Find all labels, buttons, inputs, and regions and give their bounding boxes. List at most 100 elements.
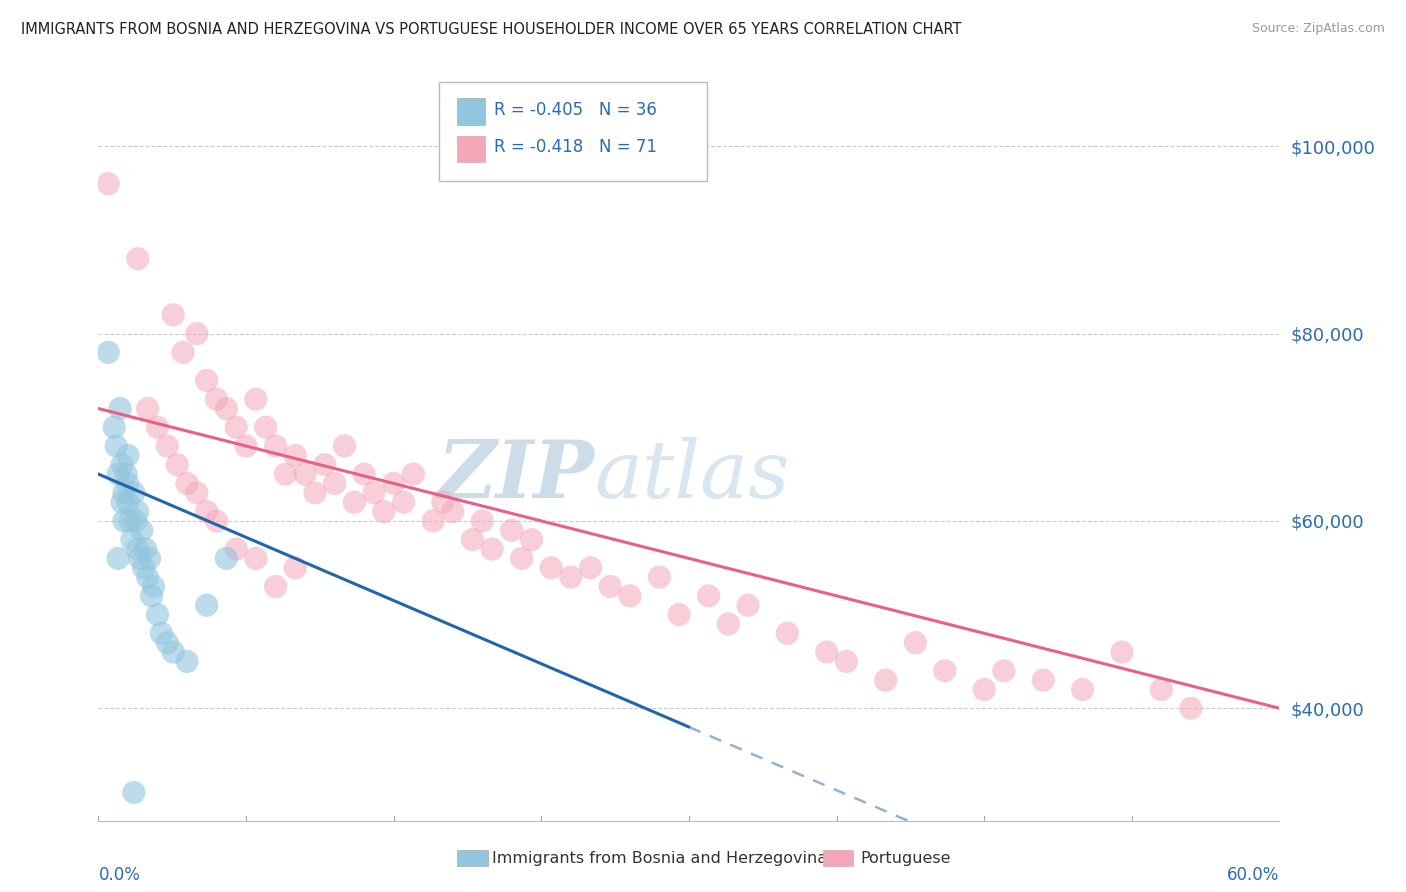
Point — [195, 374, 218, 388]
Point — [501, 524, 523, 538]
Point — [392, 495, 415, 509]
Point — [481, 542, 503, 557]
Point — [993, 664, 1015, 678]
Point — [314, 458, 336, 472]
Point — [117, 495, 139, 509]
Point — [166, 458, 188, 472]
Point — [225, 542, 247, 557]
Point — [382, 476, 405, 491]
Point — [107, 551, 129, 566]
Point — [1032, 673, 1054, 688]
Point — [520, 533, 543, 547]
Point — [117, 449, 139, 463]
Point — [560, 570, 582, 584]
Point — [131, 524, 153, 538]
Point — [138, 551, 160, 566]
Text: R = -0.405   N = 36: R = -0.405 N = 36 — [494, 101, 657, 119]
Point — [934, 664, 956, 678]
Point — [373, 505, 395, 519]
Point — [668, 607, 690, 622]
Point — [215, 551, 238, 566]
Point — [141, 589, 163, 603]
Point — [599, 580, 621, 594]
Point — [205, 514, 228, 528]
Point — [122, 786, 145, 800]
Point — [112, 485, 135, 500]
Point — [510, 551, 533, 566]
Point — [245, 551, 267, 566]
Point — [471, 514, 494, 528]
Point — [176, 476, 198, 491]
Point — [815, 645, 838, 659]
Point — [150, 626, 173, 640]
Point — [125, 514, 148, 528]
Point — [142, 580, 165, 594]
Point — [162, 645, 184, 659]
Point — [619, 589, 641, 603]
Point — [294, 467, 316, 482]
Point — [973, 682, 995, 697]
Point — [461, 533, 484, 547]
Point — [304, 485, 326, 500]
Point — [353, 467, 375, 482]
Point — [117, 476, 139, 491]
Point — [579, 561, 602, 575]
Point — [111, 495, 134, 509]
Point — [215, 401, 238, 416]
Point — [195, 599, 218, 613]
Point — [186, 485, 208, 500]
Point — [422, 514, 444, 528]
Point — [284, 561, 307, 575]
Point — [127, 505, 149, 519]
Point — [254, 420, 277, 434]
Point — [333, 439, 356, 453]
Point — [135, 542, 157, 557]
Point — [186, 326, 208, 341]
Point — [648, 570, 671, 584]
Point — [127, 542, 149, 557]
Point — [245, 392, 267, 407]
Text: Source: ZipAtlas.com: Source: ZipAtlas.com — [1251, 22, 1385, 36]
Point — [1150, 682, 1173, 697]
Text: Portuguese: Portuguese — [860, 851, 950, 865]
Point — [105, 439, 128, 453]
Point — [146, 607, 169, 622]
Point — [128, 551, 150, 566]
Point — [112, 514, 135, 528]
Point — [162, 308, 184, 322]
Point — [108, 401, 131, 416]
Point — [107, 467, 129, 482]
Point — [136, 570, 159, 584]
Point — [432, 495, 454, 509]
Text: 0.0%: 0.0% — [98, 865, 141, 884]
Point — [127, 252, 149, 266]
Point — [103, 420, 125, 434]
Point — [284, 449, 307, 463]
Point — [343, 495, 366, 509]
Point — [146, 420, 169, 434]
Point — [1111, 645, 1133, 659]
Point — [264, 439, 287, 453]
Point — [697, 589, 720, 603]
Point — [835, 655, 858, 669]
Point — [235, 439, 257, 453]
Point — [264, 580, 287, 594]
Point — [441, 505, 464, 519]
Point — [274, 467, 297, 482]
Point — [136, 401, 159, 416]
Point — [195, 505, 218, 519]
Point — [97, 177, 120, 191]
Point — [111, 458, 134, 472]
Point — [115, 467, 138, 482]
Text: 60.0%: 60.0% — [1227, 865, 1279, 884]
Point — [121, 533, 143, 547]
Point — [402, 467, 425, 482]
Point — [776, 626, 799, 640]
Point — [1180, 701, 1202, 715]
Point — [363, 485, 385, 500]
Point — [205, 392, 228, 407]
Text: ZIP: ZIP — [437, 437, 595, 515]
Point — [904, 636, 927, 650]
Text: atlas: atlas — [595, 437, 790, 515]
Point — [122, 485, 145, 500]
